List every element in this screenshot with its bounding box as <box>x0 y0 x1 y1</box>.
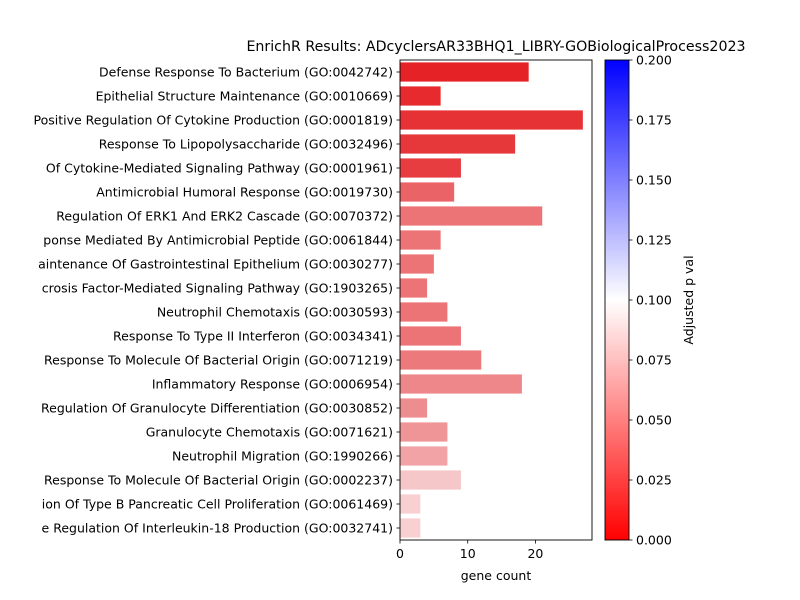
bar-5 <box>400 158 461 178</box>
bar-4 <box>400 134 516 154</box>
bar-15 <box>400 398 428 418</box>
x-axis-label: gene count <box>461 568 532 583</box>
category-label: Regulation Of ERK1 And ERK2 Cascade (GO:… <box>56 208 393 223</box>
plot-area-frame <box>399 59 593 541</box>
category-label: Antimicrobial Humoral Response (GO:00197… <box>96 184 393 199</box>
x-tick-label: 10 <box>460 546 476 561</box>
colorbar <box>604 59 630 541</box>
category-label: e Regulation Of Interleukin-18 Productio… <box>42 520 393 535</box>
category-label: Regulation Of Granulocyte Differentiatio… <box>41 400 393 415</box>
category-label: Neutrophil Chemotaxis (GO:0030593) <box>157 304 393 319</box>
chart-title: EnrichR Results: ADcyclersAR33BHQ1_LIBRY… <box>246 39 745 55</box>
colorbar-tick-label: 0.075 <box>636 352 672 367</box>
bar-10 <box>400 278 428 298</box>
category-label: aintenance Of Gastrointestinal Epitheliu… <box>38 256 393 271</box>
bar-13 <box>400 350 482 370</box>
bar-3 <box>400 110 583 130</box>
category-label: Response To Molecule Of Bacterial Origin… <box>44 352 393 367</box>
category-label: Granulocyte Chemotaxis (GO:0071621) <box>146 424 393 439</box>
colorbar-tick-label: 0.150 <box>636 172 672 187</box>
colorbar-tick-label: 0.000 <box>636 532 672 547</box>
category-label: Neutrophil Migration (GO:1990266) <box>172 448 393 463</box>
category-label: Positive Regulation Of Cytokine Producti… <box>34 112 394 127</box>
category-label: Epithelial Structure Maintenance (GO:001… <box>96 88 393 103</box>
category-label: Response To Molecule Of Bacterial Origin… <box>44 472 393 487</box>
bar-6 <box>400 182 455 202</box>
x-tick-label: 0 <box>396 546 404 561</box>
bar-12 <box>400 326 461 346</box>
bar-7 <box>400 206 543 226</box>
bar-8 <box>400 230 441 250</box>
bar-16 <box>400 422 448 442</box>
colorbar-tick-label: 0.125 <box>636 232 672 247</box>
category-label: Of Cytokine-Mediated Signaling Pathway (… <box>46 160 393 175</box>
category-label: ponse Mediated By Antimicrobial Peptide … <box>43 232 393 247</box>
colorbar-label: Adjusted p val <box>681 255 696 344</box>
bar-9 <box>400 254 434 274</box>
colorbar-tick-label: 0.175 <box>636 112 672 127</box>
bar-19 <box>400 494 421 514</box>
category-label: ion Of Type B Pancreatic Cell Proliferat… <box>42 496 393 511</box>
bar-18 <box>400 470 461 490</box>
category-labels-group: Defense Response To Bacterium (GO:004274… <box>34 64 400 535</box>
colorbar-tick-label: 0.025 <box>636 472 672 487</box>
x-tick-label: 20 <box>527 546 543 561</box>
category-label: Response To Lipopolysaccharide (GO:00324… <box>99 136 393 151</box>
category-label: Inflammatory Response (GO:0006954) <box>152 376 393 391</box>
bar-1 <box>400 62 529 82</box>
colorbar-tick-label: 0.100 <box>636 292 672 307</box>
bar-20 <box>400 518 421 538</box>
colorbar-tick-label: 0.050 <box>636 412 672 427</box>
colorbar-ticks-group: 0.000 0.025 0.050 0.075 0.100 0.125 0.150 0.175… <box>629 52 672 547</box>
bars-group <box>400 62 583 538</box>
category-label: crosis Factor-Mediated Signaling Pathway… <box>42 280 393 295</box>
bar-11 <box>400 302 448 322</box>
bar-17 <box>400 446 448 466</box>
colorbar-tick-label: 0.200 <box>636 52 672 67</box>
category-label: Defense Response To Bacterium (GO:004274… <box>99 64 393 79</box>
bar-2 <box>400 86 441 106</box>
bar-14 <box>400 374 522 394</box>
category-label: Response To Type II Interferon (GO:00343… <box>113 328 393 343</box>
x-ticks-group: 0 10 20 <box>396 540 543 561</box>
